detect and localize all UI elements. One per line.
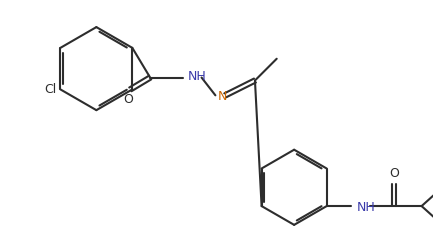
Text: O: O xyxy=(123,93,133,106)
Text: NH: NH xyxy=(187,70,206,83)
Text: NH: NH xyxy=(355,200,374,214)
Text: N: N xyxy=(217,90,226,103)
Text: Cl: Cl xyxy=(44,83,56,96)
Text: O: O xyxy=(388,167,398,180)
